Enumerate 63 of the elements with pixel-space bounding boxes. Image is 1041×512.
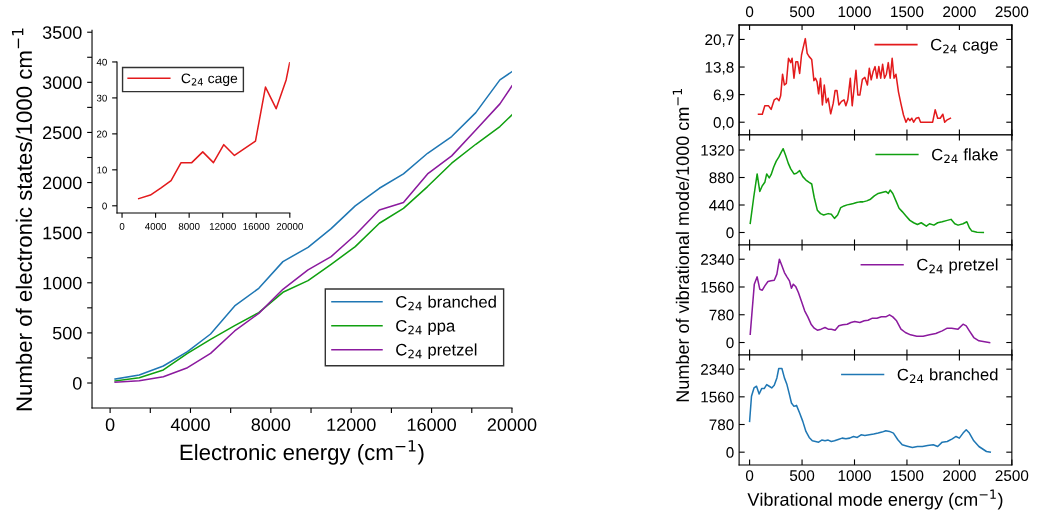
x-tick-label: 500 — [789, 470, 815, 482]
y-tick-label: 1560 — [701, 391, 734, 403]
legend-label: C$_{24}$ cage — [181, 73, 238, 86]
y-tick-label: 2000 — [43, 176, 82, 190]
y-tick-label: 0 — [726, 447, 734, 458]
x-tick-label: 8000 — [251, 418, 291, 432]
y-tick-label: 0 — [72, 376, 82, 390]
x-tick-label: 2500 — [995, 470, 1029, 482]
y-tick-label: 1560 — [701, 281, 734, 293]
x-tick-label: 4000 — [145, 222, 167, 230]
x-tick-label: 8000 — [178, 222, 200, 230]
y-tick-label: 440 — [709, 199, 734, 211]
y-tick-label: 6,9 — [713, 89, 734, 103]
y-tick-label: 20 — [96, 130, 107, 138]
x2-tick-label: 2500 — [995, 6, 1029, 18]
y-tick-label: 20,7 — [705, 34, 734, 47]
line-series — [137, 61, 290, 200]
y-tick-label: 13,8 — [705, 61, 734, 75]
x2-tick-label: 500 — [789, 6, 815, 18]
y-tick-label: 1320 — [701, 144, 734, 156]
y-tick-label: 0 — [726, 337, 734, 349]
x2-tick-label: 2000 — [943, 6, 976, 18]
x2-tick-label: 0 — [745, 6, 754, 18]
legend-label: C$_{24}$ branched — [897, 368, 998, 384]
x2-tick-label: 1000 — [838, 6, 871, 18]
legend-label: C$_{24}$ pretzel — [396, 343, 477, 359]
x-tick-label: 12000 — [327, 418, 376, 432]
y-tick-label: 1000 — [43, 276, 82, 290]
x-axis-title: Electronic energy (cm$^{−1}$) — [180, 440, 424, 465]
x-tick-label: 4000 — [170, 418, 210, 432]
x-tick-label: 1500 — [891, 470, 924, 482]
y-tick-label: 2500 — [43, 126, 82, 140]
y-axis-title: Number of electronic states/1000 cm$^{−1}$ — [11, 28, 33, 411]
x-tick-label: 12000 — [209, 222, 236, 230]
y-tick-label: 780 — [709, 419, 734, 431]
y-tick-label: 3500 — [42, 26, 82, 39]
y-tick-label: 2340 — [701, 364, 734, 375]
legend-label: C$_{24}$ branched — [396, 295, 496, 311]
y-tick-label: 40 — [96, 58, 107, 66]
x-tick-label: 0 — [119, 222, 125, 230]
x-tick-label: 20000 — [487, 418, 537, 432]
legend-label: C$_{24}$ ppa — [396, 319, 456, 335]
x2-tick-label: 1500 — [891, 6, 924, 18]
y-tick-label: 10 — [97, 166, 107, 174]
x-tick-label: 0 — [745, 470, 754, 482]
y-tick-label: 3000 — [42, 76, 82, 90]
y-tick-label: 880 — [709, 172, 734, 184]
x-tick-label: 1000 — [838, 470, 871, 482]
y-axis-title: Number of vibrational mode/1000 cm$^{−1}$ — [672, 89, 690, 402]
x-tick-label: 20000 — [276, 222, 303, 230]
y-tick-label: 0 — [102, 202, 107, 210]
x-tick-label: 16000 — [407, 418, 456, 432]
y-tick-label: 2340 — [701, 254, 734, 265]
x-tick-label: 2000 — [943, 470, 976, 482]
y-tick-label: 0,0 — [713, 117, 734, 130]
legend-label: C$_{24}$ cage — [931, 38, 998, 54]
y-tick-label: 500 — [52, 326, 82, 340]
x-axis-title: Vibrational mode energy (cm$^{−1}$) — [747, 489, 1003, 510]
y-tick-label: 30 — [96, 94, 107, 102]
x-tick-label: 16000 — [243, 222, 270, 230]
legend-label: C$_{24}$ pretzel — [917, 258, 998, 274]
legend-label: C$_{24}$ flake — [932, 148, 998, 164]
y-tick-label: 780 — [709, 309, 734, 321]
